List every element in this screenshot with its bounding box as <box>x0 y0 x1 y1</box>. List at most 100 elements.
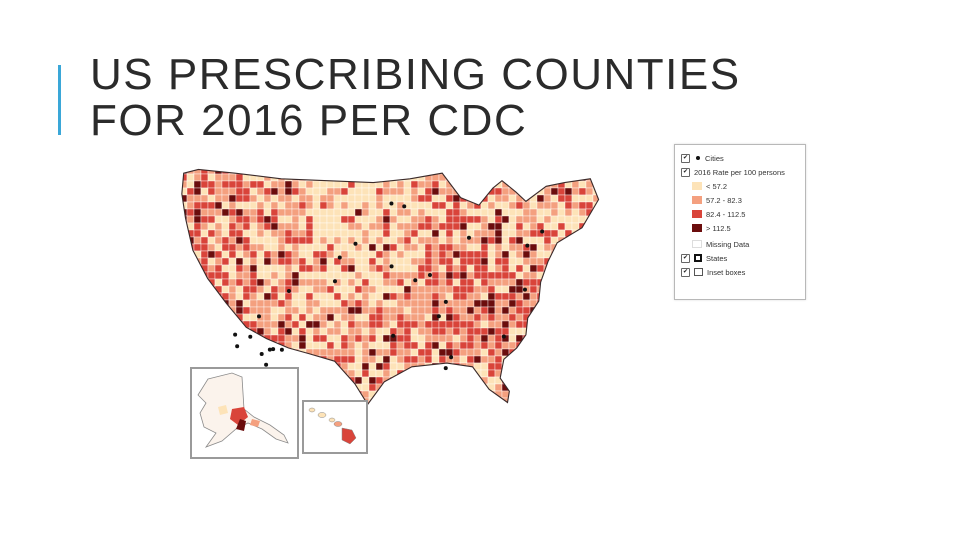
county-cell <box>326 201 335 210</box>
county-cell <box>298 208 307 217</box>
county-cell <box>383 405 390 412</box>
county-cell <box>200 180 209 189</box>
county-cell <box>536 362 545 371</box>
county-cell <box>235 180 244 189</box>
county-cell <box>474 412 481 419</box>
county-cell <box>368 383 377 392</box>
county-cell <box>417 264 426 273</box>
legend-cities-row[interactable]: ✔ Cities <box>681 152 724 164</box>
county-cell <box>382 313 391 322</box>
county-cell <box>431 376 440 385</box>
county-cell <box>361 299 370 308</box>
county-cell <box>480 243 489 252</box>
county-cell <box>347 173 356 182</box>
county-cell <box>333 222 342 231</box>
county-cell <box>536 348 545 357</box>
county-cell <box>571 369 580 378</box>
county-cell <box>291 194 300 203</box>
county-cell <box>550 397 559 405</box>
county-cell <box>431 257 440 266</box>
county-cell <box>305 376 314 385</box>
county-cell <box>270 320 279 329</box>
county-cell <box>368 215 377 224</box>
county-cell <box>592 376 599 385</box>
county-cell <box>389 313 398 322</box>
county-cell <box>522 306 531 315</box>
county-cell <box>298 243 307 252</box>
county-cell <box>403 169 412 175</box>
county-cell <box>340 285 349 294</box>
county-cell <box>299 160 306 167</box>
county-cell <box>382 257 391 266</box>
county-cell <box>256 169 265 175</box>
county-cell <box>459 180 468 189</box>
county-cell <box>473 236 482 245</box>
county-cell <box>480 369 489 378</box>
county-cell <box>487 285 496 294</box>
county-cell <box>389 383 398 392</box>
legend-insets-row[interactable]: ✔ Inset boxes <box>681 266 745 278</box>
county-cell <box>235 355 244 364</box>
county-cell <box>593 419 600 420</box>
county-cell <box>529 383 538 392</box>
county-cell <box>312 169 321 175</box>
county-cell <box>424 292 433 301</box>
county-cell <box>242 313 251 322</box>
county-cell <box>382 180 391 189</box>
county-cell <box>180 419 187 420</box>
county-cell <box>459 208 468 217</box>
county-cell <box>249 292 258 301</box>
county-cell <box>305 257 314 266</box>
states-checkbox[interactable]: ✔ <box>681 253 690 263</box>
county-cell <box>312 362 321 371</box>
county-cell <box>543 271 552 280</box>
county-cell <box>494 299 503 308</box>
county-cell <box>438 397 447 405</box>
legend-states-row[interactable]: ✔ States <box>681 252 727 264</box>
legend-rate-row[interactable]: ✔ 2016 Rate per 100 persons <box>681 166 785 178</box>
county-cell <box>410 169 419 175</box>
county-cell <box>494 215 503 224</box>
county-cell <box>459 229 468 238</box>
county-cell <box>298 278 307 287</box>
county-cell <box>424 169 433 175</box>
county-cell <box>291 169 300 175</box>
county-cell <box>389 215 398 224</box>
county-cell <box>508 327 517 336</box>
county-cell <box>277 243 286 252</box>
county-cell <box>354 173 363 182</box>
county-cell <box>347 257 356 266</box>
county-cell <box>445 383 454 392</box>
county-cell <box>361 264 370 273</box>
county-cell <box>284 229 293 238</box>
county-cell <box>592 355 599 364</box>
county-cell <box>508 292 517 301</box>
county-cell <box>522 215 531 224</box>
county-cell <box>480 397 489 405</box>
county-cell <box>291 257 300 266</box>
county-cell <box>452 397 461 405</box>
county-cell <box>585 194 594 203</box>
county-cell <box>284 243 293 252</box>
county-cell <box>298 355 307 364</box>
county-cell <box>571 299 580 308</box>
county-cell <box>543 341 552 350</box>
county-cell <box>509 405 516 412</box>
county-cell <box>418 419 425 420</box>
county-cell <box>354 201 363 210</box>
county-cell <box>487 327 496 336</box>
county-cell <box>431 169 440 175</box>
county-cell <box>508 341 517 350</box>
county-cell <box>473 180 482 189</box>
county-cell <box>214 355 223 364</box>
rate-checkbox[interactable]: ✔ <box>681 167 690 177</box>
insets-checkbox[interactable]: ✔ <box>681 267 690 277</box>
county-cell <box>214 169 223 175</box>
county-cell <box>522 397 531 405</box>
county-cell <box>369 405 376 412</box>
county-cell <box>284 306 293 315</box>
county-cell <box>242 278 251 287</box>
county-cell <box>564 390 573 399</box>
cities-checkbox[interactable]: ✔ <box>681 153 690 163</box>
county-cell <box>326 271 335 280</box>
